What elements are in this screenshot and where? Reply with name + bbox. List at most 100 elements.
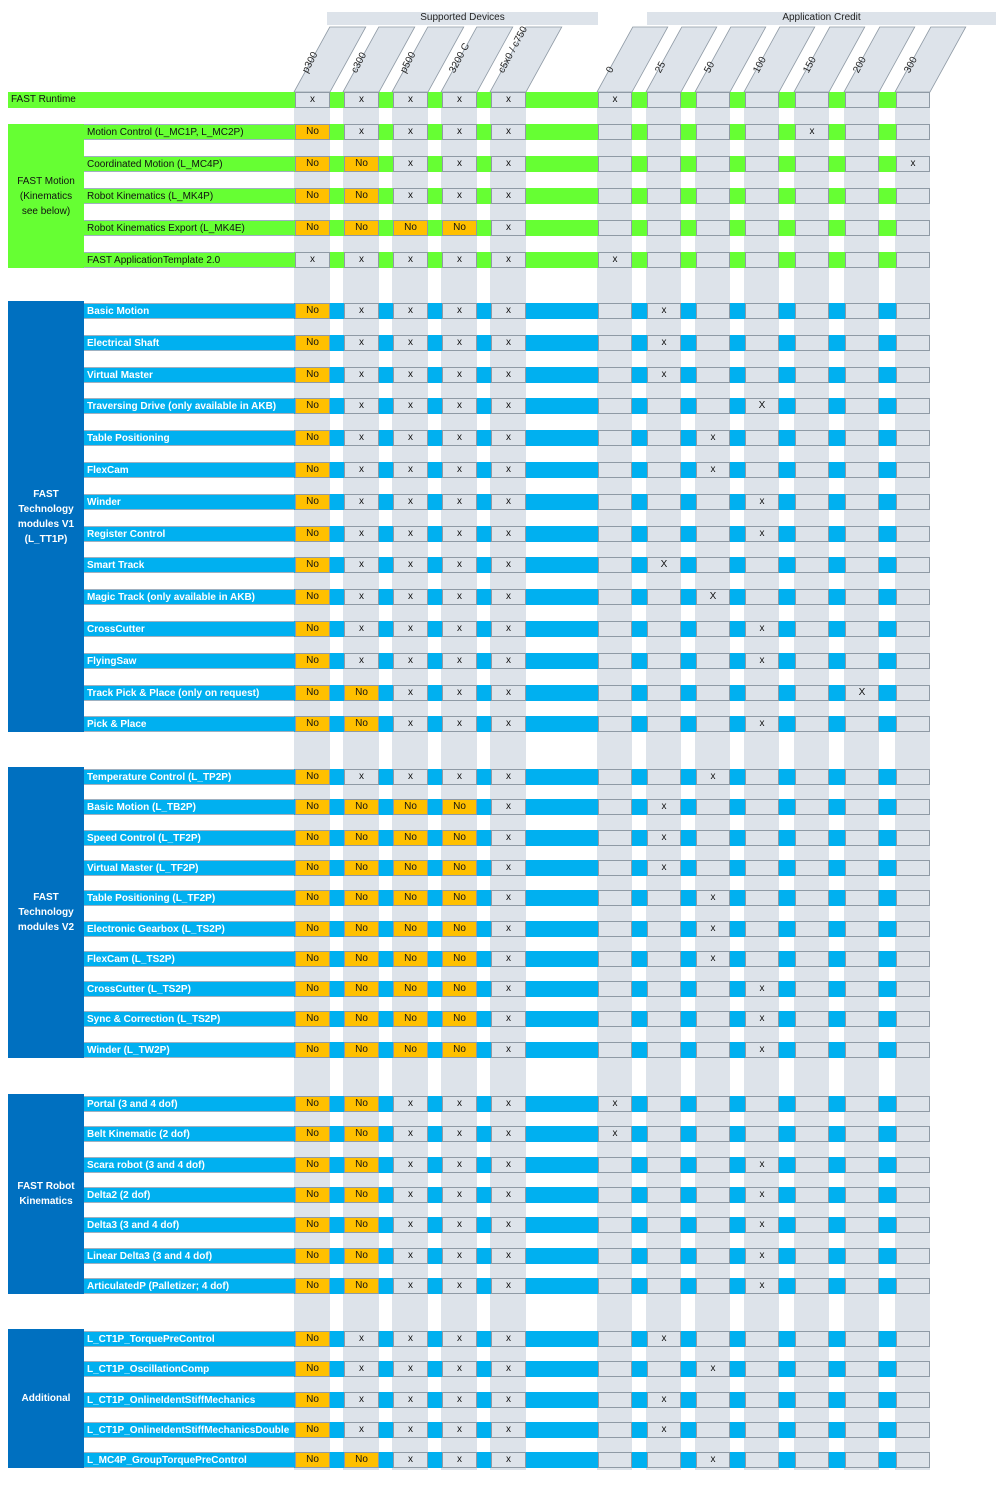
row-label: Motion Control (L_MC1P, L_MC2P) [84,124,294,140]
row-label: Magic Track (only available in AKB) [84,589,294,605]
credit-cell [745,951,779,967]
row-label: Speed Control (L_TF2P) [84,830,294,846]
credit-cell [598,430,632,446]
credit-cell [896,92,930,108]
credit-cell [896,685,930,701]
row-label: Table Positioning (L_TF2P) [84,890,294,906]
device-cell: No [344,799,379,815]
credit-cell [845,303,879,319]
credit-cell [598,653,632,669]
credit-cell [795,1126,829,1142]
row-label: Basic Motion [84,303,294,319]
credit-cell [896,981,930,997]
credit-cell [696,367,730,383]
credit-cell [896,951,930,967]
credit-cell [647,398,681,414]
device-cell: x [491,398,526,414]
device-cell: x [344,367,379,383]
credit-cell [845,1331,879,1347]
credit-cell [647,1157,681,1173]
device-cell: x [491,367,526,383]
credit-cell [845,981,879,997]
credit-cell: x [647,830,681,846]
device-cell: No [295,589,330,605]
device-cell: No [393,1011,428,1027]
device-cell: No [295,462,330,478]
credit-cell: x [647,303,681,319]
credit-cell [647,1011,681,1027]
credit-cell [598,1042,632,1058]
credit-cell: x [696,769,730,785]
row-label: FlexCam (L_TS2P) [84,951,294,967]
row-label: Virtual Master (L_TF2P) [84,860,294,876]
credit-cell [598,1011,632,1027]
credit-cell [598,1248,632,1264]
credit-cell [598,685,632,701]
device-cell: No [295,951,330,967]
credit-cell [795,921,829,937]
credit-cell [795,769,829,785]
row-label: Portal (3 and 4 dof) [84,1096,294,1112]
device-cell: x [442,685,477,701]
device-cell: x [491,335,526,351]
device-cell: x [442,124,477,140]
credit-cell [696,220,730,236]
device-cell: No [442,799,477,815]
credit-cell [598,1187,632,1203]
device-cell: No [344,890,379,906]
credit-cell [845,462,879,478]
credit-cell [647,252,681,268]
device-cell: x [393,526,428,542]
credit-cell [696,1248,730,1264]
device-cell: x [393,1392,428,1408]
device-cell: No [295,981,330,997]
credit-cell [647,462,681,478]
credit-cell [845,799,879,815]
credit-cell [598,860,632,876]
credit-cell [896,303,930,319]
device-cell: x [344,1361,379,1377]
device-cell: x [393,430,428,446]
device-cell: x [393,156,428,172]
credit-cell [745,921,779,937]
credit-cell: x [745,526,779,542]
credit-cell [896,1452,930,1468]
device-cell: No [295,188,330,204]
credit-cell [795,220,829,236]
credit-cell: x [745,1042,779,1058]
device-cell: x [393,1422,428,1438]
credit-cell [845,494,879,510]
credit-cell: x [647,1392,681,1408]
device-cell: x [442,367,477,383]
row-label: Delta3 (3 and 4 dof) [84,1217,294,1233]
device-cell: x [295,92,330,108]
credit-cell [845,1361,879,1377]
device-cell: No [344,1157,379,1173]
credit-cell [845,1157,879,1173]
credit-cell [845,860,879,876]
credit-cell [647,951,681,967]
device-cell: No [295,653,330,669]
credit-cell [745,1392,779,1408]
device-cell: No [295,921,330,937]
credit-cell [647,1042,681,1058]
device-cell: x [393,1452,428,1468]
device-cell: x [491,951,526,967]
device-cell: x [491,156,526,172]
group-label-0: FAST Runtime [8,92,84,108]
credit-cell: X [696,589,730,605]
credit-cell [845,557,879,573]
header-slant-columns [293,26,967,93]
credit-cell [845,1011,879,1027]
credit-cell [745,220,779,236]
credit-cell [845,398,879,414]
device-cell: No [442,981,477,997]
credit-cell [896,462,930,478]
row-label: CrossCutter (L_TS2P) [84,981,294,997]
credit-cell [795,1011,829,1027]
credit-cell [745,557,779,573]
credit-cell [845,653,879,669]
credit-cell: x [745,981,779,997]
credit-cell [696,188,730,204]
